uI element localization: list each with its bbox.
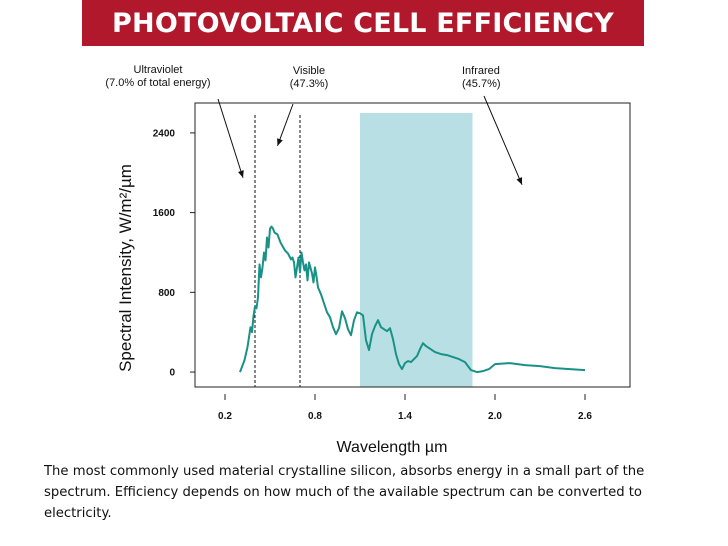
x-tick-label: 0.2 [218, 411, 232, 422]
plot-frame [194, 102, 631, 388]
annotation-arrow [277, 103, 294, 147]
annotation-arrow [217, 98, 244, 178]
x-tick-label: 1.4 [398, 411, 412, 422]
x-tick-label: 0.8 [308, 411, 322, 422]
annotation-label: (47.3%) [290, 78, 329, 90]
x-axis-label: Wavelength µm [337, 439, 448, 456]
y-axis-label: Spectral Intensity, W/m²/µm [116, 164, 135, 372]
annotation-label: (45.7%) [462, 78, 501, 90]
y-tick-label: 0 [169, 368, 175, 379]
x-tick-label: 2.0 [488, 411, 502, 422]
spectrum-line [239, 225, 586, 374]
annotation-label: Ultraviolet [134, 64, 183, 76]
absorption-band [360, 113, 473, 387]
annotation-label: Infrared [462, 65, 500, 77]
arrow-head-icon [238, 170, 244, 178]
annotation-label: (7.0% of total energy) [105, 77, 210, 89]
y-tick-label: 800 [158, 288, 175, 299]
arrow-head-icon [516, 177, 523, 185]
x-tick-label: 2.6 [578, 411, 592, 422]
slide-title: PHOTOVOLTAIC CELL EFFICIENCY [112, 7, 614, 39]
slide-caption: The most commonly used material crystall… [44, 464, 645, 521]
y-tick-label: 2400 [153, 128, 176, 139]
annotation-arrow [483, 95, 523, 185]
y-tick-label: 1600 [153, 208, 176, 219]
annotation-label: Visible [293, 65, 325, 77]
arrow-head-icon [277, 138, 283, 146]
slide-title-bar: PHOTOVOLTAIC CELL EFFICIENCY [82, 0, 644, 46]
